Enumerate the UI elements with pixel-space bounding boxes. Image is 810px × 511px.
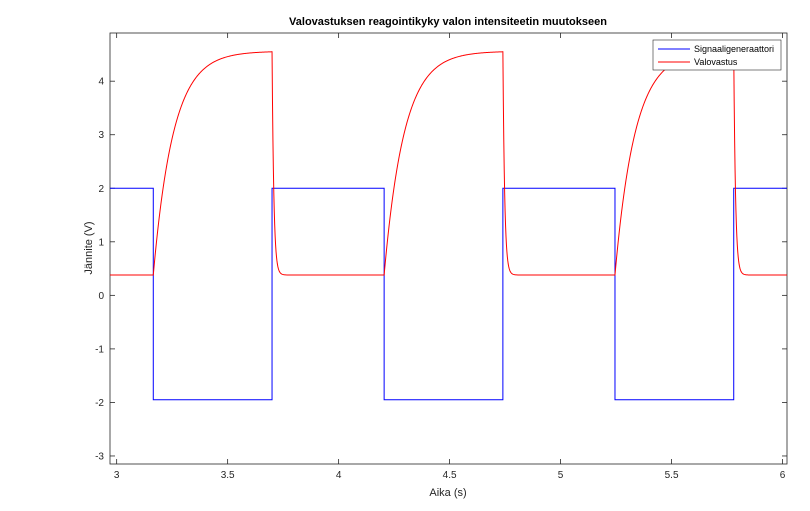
y-tick-label: -2 bbox=[95, 398, 104, 409]
y-tick-label: 0 bbox=[98, 291, 104, 302]
y-tick-label: 3 bbox=[98, 130, 104, 141]
x-tick-label: 5.5 bbox=[665, 470, 679, 481]
series-line-signaaligeneraattori bbox=[110, 187, 787, 401]
x-tick-label: 6 bbox=[780, 470, 786, 481]
legend: Signaaligeneraattori Valovastus bbox=[652, 39, 782, 71]
x-tick-label: 4.5 bbox=[443, 470, 457, 481]
x-tick-label: 5 bbox=[558, 470, 564, 481]
x-tick-label: 3.5 bbox=[221, 470, 235, 481]
y-tick-label: -3 bbox=[95, 451, 104, 462]
y-axis-ticks: -3 -2 -1 0 1 2 3 4 bbox=[95, 77, 787, 462]
y-axis-title: Jännite (V) bbox=[83, 221, 95, 274]
plot-area bbox=[109, 32, 788, 465]
chart-title: Valovastuksen reagointikyky valon intens… bbox=[289, 16, 607, 28]
y-tick-label: 4 bbox=[98, 77, 104, 88]
legend-label-signaaligeneraattori: Signaaligeneraattori bbox=[694, 44, 774, 54]
x-axis-title: Aika (s) bbox=[429, 487, 466, 499]
legend-label-valovastus: Valovastus bbox=[694, 57, 738, 67]
y-tick-label: 1 bbox=[98, 237, 104, 248]
x-tick-label: 3 bbox=[114, 470, 120, 481]
y-tick-label: -1 bbox=[95, 344, 104, 355]
x-axis-ticks: 3 3.5 4 4.5 5 5.5 6 bbox=[114, 33, 786, 481]
y-tick-label: 2 bbox=[98, 184, 104, 195]
legend-box bbox=[652, 39, 782, 71]
x-tick-label: 4 bbox=[336, 470, 342, 481]
